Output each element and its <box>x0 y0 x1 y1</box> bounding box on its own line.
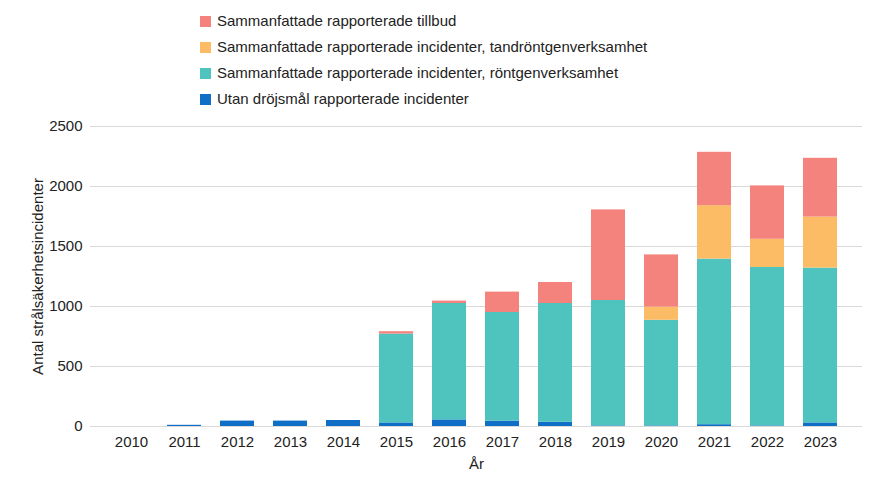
svg-text:2018: 2018 <box>539 433 572 450</box>
svg-text:2022: 2022 <box>751 433 784 450</box>
svg-text:Antal strålsäkerhetsincidenter: Antal strålsäkerhetsincidenter <box>29 178 46 375</box>
svg-text:2015: 2015 <box>380 433 413 450</box>
svg-text:0: 0 <box>74 417 82 434</box>
html-text:Sammanfattade rapporterade til: Sammanfattade rapporterade tillbud <box>217 12 457 29</box>
svg-text:2017: 2017 <box>486 433 519 450</box>
svg-text:2000: 2000 <box>49 177 82 194</box>
svg-text:500: 500 <box>57 357 82 374</box>
svg-text:1000: 1000 <box>49 297 82 314</box>
svg-text:2500: 2500 <box>49 117 82 134</box>
svg-text:2016: 2016 <box>433 433 466 450</box>
svg-text:2012: 2012 <box>221 433 254 450</box>
html-text:Sammanfattade rapporterade inc: Sammanfattade rapporterade incidenter, t… <box>217 38 648 55</box>
svg-text:2019: 2019 <box>592 433 625 450</box>
svg-text:2020: 2020 <box>645 433 678 450</box>
html-text:Utan dröjsmål rapporterade inc: Utan dröjsmål rapporterade incidenter <box>217 90 469 107</box>
html-text:Sammanfattade rapporterade inc: Sammanfattade rapporterade incidenter, r… <box>217 64 619 81</box>
svg-text:2013: 2013 <box>274 433 307 450</box>
svg-text:1500: 1500 <box>49 237 82 254</box>
svg-text:2010: 2010 <box>115 433 148 450</box>
svg-text:2011: 2011 <box>168 433 200 450</box>
svg-text:2014: 2014 <box>327 433 360 450</box>
svg-text:År: År <box>469 455 484 472</box>
svg-text:2023: 2023 <box>804 433 837 450</box>
svg-text:2021: 2021 <box>698 433 731 450</box>
